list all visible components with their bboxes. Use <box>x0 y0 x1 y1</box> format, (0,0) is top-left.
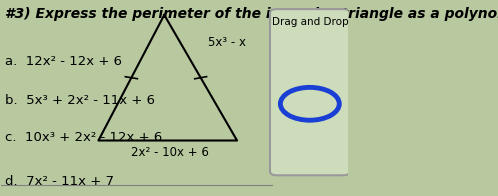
FancyBboxPatch shape <box>270 9 350 175</box>
Text: 5x³ - x: 5x³ - x <box>208 36 246 49</box>
Text: a.  12x² - 12x + 6: a. 12x² - 12x + 6 <box>5 55 122 68</box>
Text: d.  7x² - 11x + 7: d. 7x² - 11x + 7 <box>5 175 114 188</box>
Text: b.  5x³ + 2x² - 11x + 6: b. 5x³ + 2x² - 11x + 6 <box>5 94 155 107</box>
Text: #3) Express the perimeter of the isosceles triangle as a polynomial.: #3) Express the perimeter of the isoscel… <box>5 7 498 21</box>
Text: Drag and Drop: Drag and Drop <box>271 17 348 27</box>
Text: 2x² - 10x + 6: 2x² - 10x + 6 <box>131 146 209 159</box>
Text: c.  10x³ + 2x² - 12x + 6: c. 10x³ + 2x² - 12x + 6 <box>5 131 162 144</box>
